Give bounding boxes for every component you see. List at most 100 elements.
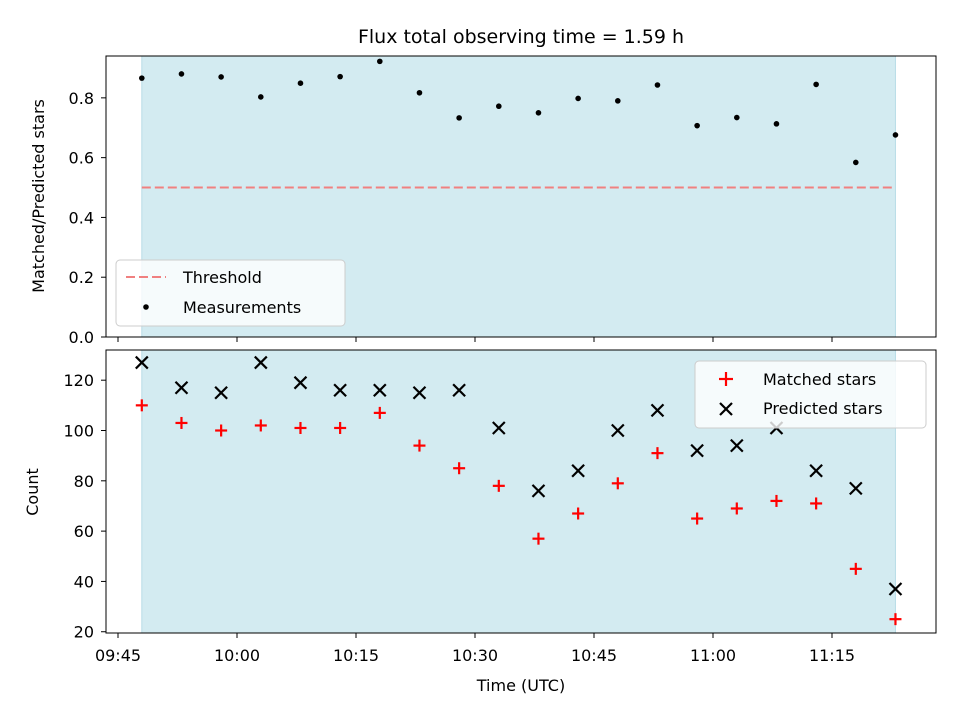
measurement-point (139, 75, 145, 81)
matched-star-point (770, 494, 783, 507)
matched-star-point (849, 562, 862, 575)
predicted-star-point (730, 438, 744, 453)
count-y-tick-label: 20 (74, 623, 94, 642)
legend-predicted-label: Predicted stars (763, 399, 883, 418)
matched-star-point (413, 439, 426, 452)
ratio-y-tick-label: 0.2 (69, 268, 94, 287)
matched-star-point (889, 613, 902, 626)
x-tick-label: 11:00 (690, 646, 736, 665)
predicted-star-point (174, 380, 189, 395)
measurement-point (297, 80, 304, 87)
measurement-point (258, 94, 264, 100)
predicted-star-point (293, 375, 308, 390)
matched-star-point (691, 512, 704, 525)
measurement-point (694, 122, 700, 129)
ratio-y-tick-label: 0.4 (69, 208, 94, 227)
matched-star-point (532, 532, 545, 545)
predicted-star-point (849, 481, 863, 496)
legend-measurements-label: Measurements (183, 298, 301, 317)
matched-stars-points (135, 399, 902, 626)
x-tick-label: 10:45 (571, 646, 617, 665)
matched-star-point (572, 507, 585, 520)
x-tick-label: 11:15 (809, 646, 855, 665)
x-tick-label: 10:00 (214, 646, 260, 665)
count-y-tick-label: 60 (74, 522, 94, 541)
ratio-y-tick-label: 0.6 (69, 149, 94, 168)
predicted-star-point (492, 421, 506, 435)
ratio-y-ticks: 0.0 0.2 0.4 0.6 0.8 (69, 89, 106, 347)
count-y-tick-label: 40 (74, 572, 94, 591)
predicted-star-point (214, 385, 228, 400)
predicted-star-point (809, 463, 823, 478)
matched-star-point (294, 421, 307, 434)
ratio-y-label: Matched/Predicted stars (29, 99, 48, 293)
x-axis-label: Time (UTC) (476, 676, 565, 695)
legend-measurements-swatch (143, 304, 149, 310)
predicted-star-point (333, 383, 347, 398)
legend-matched-swatch (719, 372, 733, 386)
ratio-y-tick-label: 0.8 (69, 89, 94, 108)
matched-star-point (135, 399, 148, 412)
predicted-star-point (135, 355, 149, 370)
measurement-point (615, 98, 621, 104)
legend-predicted-swatch (719, 402, 733, 416)
predicted-star-point (571, 463, 585, 478)
count-plot-frame (105, 349, 937, 634)
count-y-tick-label: 80 (74, 472, 94, 491)
predicted-stars-points (135, 355, 903, 596)
predicted-star-point (452, 383, 466, 398)
measurement-points (139, 58, 899, 166)
matched-star-point (453, 462, 466, 475)
ratio-legend-box (115, 259, 346, 327)
chart-title: Flux total observing time = 1.59 h (358, 26, 684, 48)
matched-star-point (730, 502, 743, 515)
predicted-star-point (531, 484, 546, 498)
count-y-label: Count (23, 468, 42, 516)
matched-star-point (651, 447, 664, 460)
count-legend: Matched stars Predicted stars (694, 360, 927, 429)
measurement-point (377, 58, 383, 65)
matched-star-point (611, 477, 624, 490)
matched-star-point (492, 479, 505, 492)
predicted-star-point (650, 403, 665, 418)
measurement-point (575, 95, 581, 102)
matched-star-point (254, 419, 267, 432)
ratio-y-tick-label: 0.0 (69, 328, 94, 347)
predicted-star-point (412, 385, 427, 400)
x-tick-label: 10:30 (452, 646, 498, 665)
count-legend-box (694, 360, 927, 429)
predicted-star-point (690, 443, 704, 458)
measurement-point (773, 121, 780, 127)
count-y-ticks: 20 40 60 80 100 120 (63, 371, 106, 642)
measurement-point (853, 159, 859, 166)
predicted-star-point (611, 423, 625, 438)
x-tick-label: 10:15 (333, 646, 379, 665)
matched-star-point (810, 497, 823, 510)
count-y-tick-label: 120 (63, 371, 94, 390)
predicted-star-point (888, 582, 903, 596)
x-tick-label: 09:45 (95, 646, 141, 665)
ratio-x-ticks (117, 337, 833, 342)
count-y-tick-label: 100 (63, 421, 94, 440)
count-panel: 20 40 60 80 100 120 09:45 10:00 10:15 10:30 10:45… (23, 349, 937, 695)
measurement-point (813, 81, 819, 88)
measurement-point (496, 103, 502, 110)
matched-star-point (373, 406, 386, 419)
matched-star-point (334, 421, 347, 434)
predicted-star-point (373, 383, 387, 398)
ratio-panel: Flux total observing time = 1.59 h 0.00.… (29, 26, 937, 347)
measurement-point (734, 114, 740, 121)
legend-matched-label: Matched stars (763, 370, 876, 389)
ratio-legend: Threshold Measurements (115, 259, 346, 327)
measurement-point (535, 109, 542, 116)
matched-star-point (215, 424, 228, 437)
measurement-point (218, 74, 224, 80)
measurement-point (416, 89, 423, 96)
matched-star-point (175, 416, 188, 429)
measurement-point (654, 82, 661, 88)
ratio-plot-frame (105, 55, 937, 338)
measurement-point (892, 132, 899, 138)
count-x-ticks: 09:45 10:00 10:15 10:30 10:45 11:00 11:15 (95, 633, 855, 665)
measurement-point (337, 73, 343, 80)
